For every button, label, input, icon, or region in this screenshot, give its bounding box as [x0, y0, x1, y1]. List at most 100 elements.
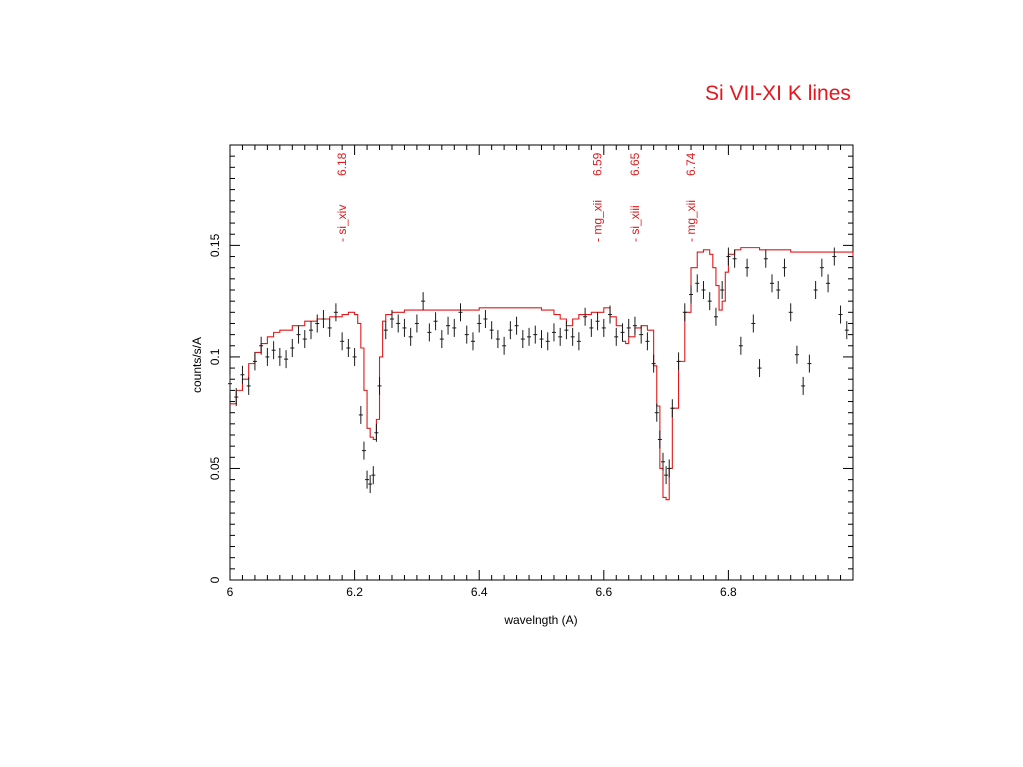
data-point [707, 292, 712, 311]
data-point [545, 332, 550, 351]
data-point [745, 258, 750, 277]
data-point [433, 312, 438, 331]
data-point [570, 327, 575, 346]
data-point [660, 452, 665, 471]
line-annotation-wavelength: 6.65 [628, 152, 642, 176]
x-axis-label: wavelngth (A) [503, 613, 577, 627]
data-point [284, 350, 289, 369]
x-tick-label: 6.2 [346, 585, 363, 599]
data-point [608, 305, 613, 324]
line-annotation-wavelength: 6.18 [335, 152, 349, 176]
data-point [657, 430, 662, 449]
data-point [368, 475, 373, 494]
data-point [738, 336, 743, 355]
data-point [632, 316, 637, 335]
y-tick-label: 0.15 [208, 233, 222, 257]
data-point [601, 318, 606, 337]
data-point [502, 336, 507, 355]
data-point [676, 352, 681, 371]
data-point [539, 330, 544, 349]
data-point [470, 332, 475, 351]
data-point [321, 310, 326, 328]
data-point [558, 327, 563, 346]
data-point [290, 339, 295, 357]
data-point [813, 281, 818, 299]
data-point [228, 374, 232, 393]
x-tick-label: 6.6 [595, 585, 612, 599]
data-point [371, 466, 376, 485]
data-point [489, 321, 494, 340]
data-point [770, 274, 775, 293]
data-point [271, 341, 276, 360]
data-point [308, 321, 313, 340]
line-annotation-ion: - mg_xii [684, 200, 698, 242]
data-point [826, 274, 831, 293]
data-point [695, 274, 700, 293]
line-annotation: - si_xiii 6.65 [628, 152, 642, 242]
data-point [670, 399, 675, 418]
x-tick-label: 6.8 [720, 585, 737, 599]
data-point [374, 423, 379, 442]
line-annotation-ion: - mg_xii [591, 200, 605, 242]
data-point [682, 303, 687, 322]
data-point [620, 323, 625, 342]
data-point [701, 281, 706, 299]
data-point [626, 318, 631, 337]
data-point [340, 332, 345, 351]
data-point [645, 332, 650, 351]
line-annotation-wavelength: 6.74 [684, 152, 698, 176]
line-annotation: - mg_xii 6.59 [591, 152, 605, 242]
data-point [514, 316, 519, 335]
data-point [689, 285, 694, 304]
data-point [533, 325, 538, 344]
data-point [361, 441, 366, 460]
data-point [252, 352, 257, 371]
data-point [788, 303, 793, 322]
data-point [551, 323, 556, 342]
data-point [358, 405, 363, 424]
line-annotation-wavelength: 6.59 [591, 152, 605, 176]
x-tick-label: 6 [227, 585, 234, 599]
data-point [333, 303, 338, 322]
data-point [508, 321, 513, 340]
model-curve [230, 247, 854, 501]
data-point [667, 459, 672, 478]
data-point [639, 325, 644, 344]
data-point [844, 321, 849, 340]
y-tick-label: 0.1 [208, 348, 222, 365]
data-point [763, 249, 768, 268]
data-point [583, 307, 588, 326]
data-point [651, 354, 656, 373]
line-annotation: - si_xiv 6.18 [335, 152, 349, 242]
data-point [246, 376, 251, 395]
data-point [801, 376, 806, 395]
data-point [414, 314, 419, 333]
data-point [464, 325, 469, 344]
data-point [421, 292, 426, 311]
y-tick-label: 0.05 [208, 456, 222, 480]
data-point [327, 318, 332, 337]
data-point [832, 247, 837, 266]
x-tick-label: 6.4 [471, 585, 488, 599]
data-point [782, 258, 787, 277]
data-point [819, 258, 824, 277]
data-point [277, 347, 282, 366]
line-annotation-ion: - si_xiv [335, 205, 349, 242]
data-point [595, 312, 600, 331]
slide-title: Si VII-XI K lines [705, 82, 851, 105]
data-point [439, 330, 444, 349]
data-point [234, 388, 239, 407]
data-point [720, 281, 725, 299]
data-point [458, 303, 463, 322]
data-point [776, 281, 781, 299]
data-point [427, 323, 432, 342]
data-point [757, 359, 762, 378]
data-point [477, 314, 482, 333]
data-point [732, 249, 737, 268]
data-point [408, 327, 413, 346]
y-axis-label: counts/s/A [190, 337, 204, 393]
data-point [614, 327, 619, 346]
data-point [654, 403, 659, 422]
data-point [838, 305, 843, 324]
data-point [483, 310, 488, 328]
